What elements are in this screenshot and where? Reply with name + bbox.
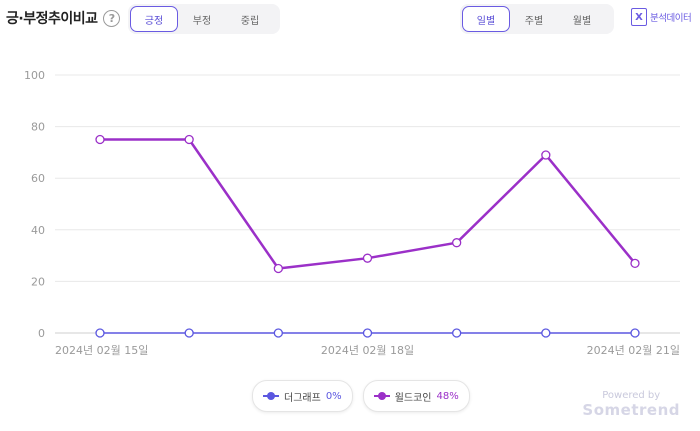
- tab-neutral[interactable]: 중립: [240, 15, 260, 27]
- tab-monthly[interactable]: 월별: [572, 15, 592, 27]
- chart-header: 긍·부정추이비교 ?: [6, 8, 121, 28]
- x-tick-label: 2024년 02월 15일: [55, 343, 148, 357]
- question-circle-icon[interactable]: ?: [103, 9, 121, 27]
- data-point: [630, 328, 640, 338]
- data-point: [541, 328, 551, 338]
- y-tick-label: 100: [24, 69, 45, 82]
- data-point: [273, 328, 283, 338]
- y-tick-label: 60: [31, 172, 45, 185]
- legend-item-series-1[interactable]: 더그래프 0%: [252, 380, 353, 412]
- data-point: [95, 134, 105, 145]
- data-point: [452, 328, 462, 338]
- data-point: [273, 263, 283, 274]
- legend-marker: [373, 392, 390, 400]
- chart-title: 긍·부정추이비교: [6, 11, 98, 27]
- series-line: [100, 138, 636, 270]
- legend-item-series-2[interactable]: 윌드코인 48%: [362, 380, 470, 412]
- y-tick-label: 0: [38, 327, 45, 340]
- tab-daily[interactable]: 일별: [462, 6, 510, 32]
- data-point: [541, 150, 551, 160]
- powered-by-text: Powered by: [602, 390, 661, 401]
- period-tabs: 일별 주별 월별: [460, 4, 614, 34]
- sentiment-tabs: 긍정 부정 중립: [128, 4, 280, 34]
- export-data-button[interactable]: X 분석데이터: [631, 8, 692, 26]
- data-point: [630, 258, 640, 268]
- y-tick-label: 40: [31, 224, 45, 237]
- data-point: [184, 134, 194, 145]
- x-tick-label: 2024년 02월 21일: [587, 343, 680, 357]
- chart-legend: 더그래프 0% 윌드코인 48%: [252, 380, 470, 412]
- data-point: [452, 238, 462, 248]
- powered-by-logo: Powered by Sometrend: [582, 390, 680, 419]
- y-tick-label: 20: [31, 275, 45, 288]
- tab-weekly[interactable]: 주별: [524, 15, 544, 27]
- legend-marker: [263, 392, 279, 400]
- brand-name: Sometrend: [582, 401, 680, 419]
- excel-icon: X: [631, 8, 647, 26]
- data-point: [362, 253, 373, 263]
- tab-positive[interactable]: 긍정: [130, 6, 178, 32]
- legend-percent: 48%: [436, 390, 459, 402]
- y-tick-label: 80: [31, 121, 45, 134]
- data-point: [362, 328, 373, 338]
- legend-label: 윌드코인: [394, 392, 432, 404]
- x-tick-label: 2024년 02월 18일: [321, 343, 414, 357]
- data-point: [95, 328, 105, 338]
- data-point: [184, 328, 194, 338]
- legend-label: 더그래프: [284, 392, 321, 404]
- tab-negative[interactable]: 부정: [192, 15, 212, 27]
- legend-percent: 0%: [325, 390, 342, 402]
- export-label: 분석데이터: [650, 13, 692, 24]
